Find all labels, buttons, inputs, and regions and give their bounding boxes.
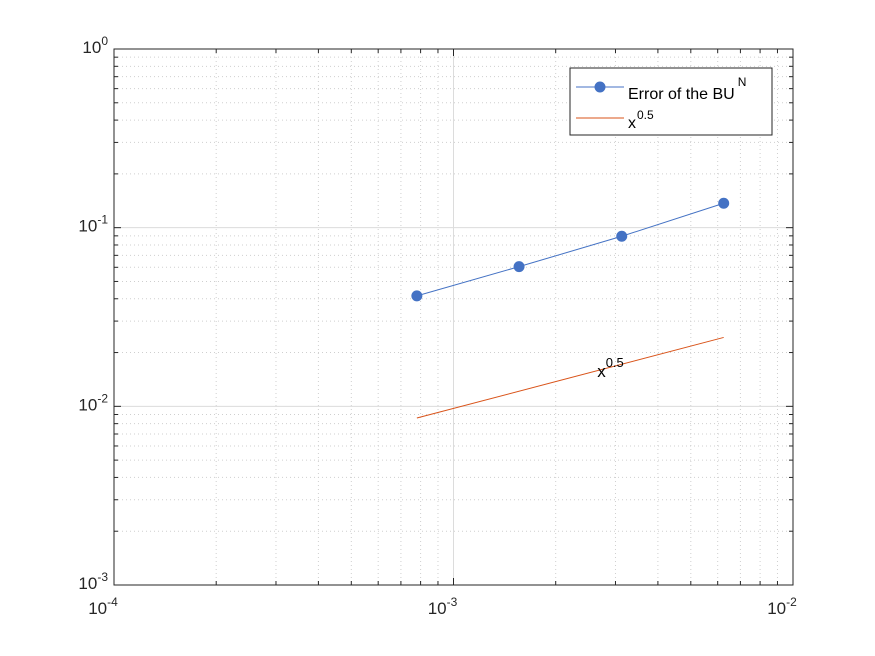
y-tick-label-exponent: -1 <box>97 213 108 227</box>
y-tick-label-base: 10 <box>78 395 97 414</box>
y-tick-label-base: 10 <box>78 217 97 236</box>
y-tick-label-base: 10 <box>82 38 101 57</box>
x-tick-label: 10-3 <box>428 595 458 618</box>
annotation-label: x0.5 <box>597 355 624 381</box>
y-tick-label: 10-3 <box>78 570 108 593</box>
series-1-point <box>718 197 730 209</box>
series-layer <box>411 197 730 419</box>
x-tick-label-exponent: -4 <box>107 595 118 609</box>
legend-label-series-2: x0.5 <box>628 108 654 132</box>
axes-box <box>113 48 794 586</box>
y-tick-label: 10-1 <box>78 213 108 236</box>
x-tick-label: 10-2 <box>767 595 797 618</box>
legend-box <box>569 67 773 136</box>
x-tick-label: 10-4 <box>88 595 118 618</box>
minor-grid <box>114 49 793 585</box>
legend-label-series-1: Error of the BUN <box>628 75 746 103</box>
series-1-line <box>416 202 724 297</box>
y-tick-label-base: 10 <box>78 574 97 593</box>
y-tick-label: 100 <box>82 34 108 57</box>
legend-label-series-1-sup: N <box>738 75 747 89</box>
x-tick-label-exponent: -2 <box>786 595 797 609</box>
y-tick-label-exponent: 0 <box>101 34 108 48</box>
legend-label-series-1-name: Error of the BU <box>628 86 735 103</box>
y-tick-label: 10-2 <box>78 391 108 414</box>
annotation-label-sup: 0.5 <box>606 355 624 370</box>
series-1-point <box>411 290 423 302</box>
y-tick-label-exponent: -2 <box>97 391 108 405</box>
legend: Error of the BUN x0.5 <box>569 67 773 136</box>
y-tick-label-exponent: -3 <box>97 570 108 584</box>
legend-marker-series-1 <box>594 81 606 93</box>
series-2-line <box>416 336 724 419</box>
axis-ticks <box>113 48 794 586</box>
series-1-point <box>616 230 628 242</box>
x-tick-label-base: 10 <box>767 599 786 618</box>
series-1-point <box>513 261 525 273</box>
legend-label-series-2-sup: 0.5 <box>637 108 654 122</box>
legend-label-series-2-name: x <box>628 115 636 132</box>
annotation-label-base: x <box>597 362 606 381</box>
x-tick-label-base: 10 <box>88 599 107 618</box>
x-tick-labels: 10-4 10-3 10-2 <box>88 595 797 618</box>
x-tick-label-base: 10 <box>428 599 447 618</box>
annotation-layer: x0.5 <box>597 355 624 381</box>
x-tick-label-exponent: -3 <box>447 595 458 609</box>
